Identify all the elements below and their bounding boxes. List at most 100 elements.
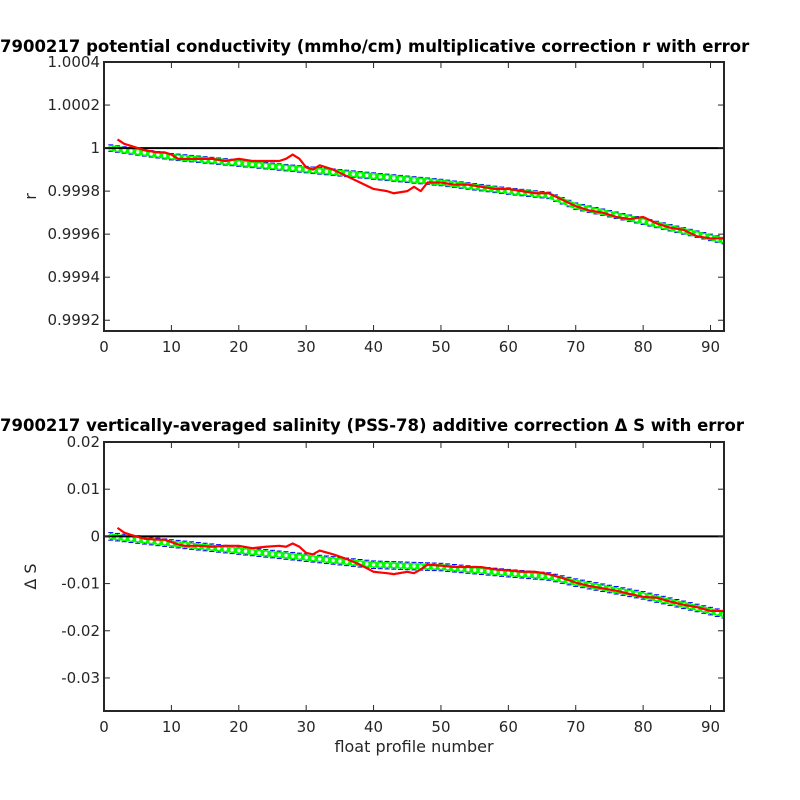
fit-marker bbox=[128, 148, 134, 154]
fit-marker bbox=[350, 171, 357, 177]
fit-marker bbox=[323, 557, 330, 563]
x-tick-label: 60 bbox=[499, 718, 518, 736]
fit-marker bbox=[242, 548, 249, 554]
fit-marker bbox=[289, 165, 296, 172]
fit-marker bbox=[404, 176, 410, 182]
fit-marker bbox=[222, 546, 229, 552]
fit-marker bbox=[256, 549, 262, 556]
chart-title: 7900217 vertically-averaged salinity (PS… bbox=[0, 416, 745, 435]
fit-marker bbox=[357, 172, 363, 178]
fit-marker bbox=[532, 572, 539, 579]
fit-marker bbox=[134, 149, 141, 155]
fit-marker bbox=[316, 556, 323, 562]
fit-marker bbox=[323, 168, 330, 175]
x-tick-label: 40 bbox=[364, 718, 383, 736]
fit-marker bbox=[236, 547, 242, 554]
fit-marker bbox=[370, 562, 377, 568]
fit-marker bbox=[377, 174, 384, 180]
x-axis-label: float profile number bbox=[334, 737, 494, 756]
fit-marker bbox=[263, 550, 269, 557]
y-tick-label: -0.02 bbox=[61, 622, 100, 640]
y-tick-label: 1.0004 bbox=[48, 53, 101, 71]
y-axis-label: Δ S bbox=[21, 563, 40, 589]
x-tick-label: 80 bbox=[634, 338, 653, 356]
fit-marker bbox=[377, 562, 384, 568]
plot-data bbox=[104, 138, 724, 245]
x-tick-label: 40 bbox=[364, 338, 383, 356]
axes-box bbox=[103, 61, 725, 332]
fit-marker bbox=[229, 547, 235, 553]
fit-marker bbox=[161, 153, 168, 159]
y-tick-label: 0.9994 bbox=[48, 268, 101, 286]
fit-marker bbox=[337, 558, 343, 564]
fit-marker bbox=[249, 161, 255, 168]
fit-marker bbox=[505, 570, 512, 576]
fit-marker bbox=[485, 568, 491, 575]
fit-marker bbox=[364, 561, 370, 567]
y-tick-label: -0.03 bbox=[61, 669, 100, 687]
fit-marker bbox=[296, 166, 303, 172]
fit-marker bbox=[525, 572, 532, 578]
fit-marker bbox=[397, 175, 404, 182]
profile-line bbox=[116, 138, 724, 240]
x-tick-label: 0 bbox=[99, 718, 109, 736]
y-tick-label: 0.01 bbox=[67, 480, 100, 498]
x-tick-label: 70 bbox=[566, 338, 585, 356]
fit-marker bbox=[242, 161, 249, 167]
fit-marker bbox=[296, 554, 303, 560]
fit-marker bbox=[539, 573, 545, 579]
y-tick-label: 1 bbox=[90, 139, 100, 157]
x-tick-label: 10 bbox=[162, 338, 181, 356]
fit-marker bbox=[283, 552, 289, 559]
x-tick-label: 90 bbox=[701, 338, 720, 356]
y-tick-label: 1.0002 bbox=[48, 96, 101, 114]
plot-area bbox=[104, 62, 724, 331]
x-tick-label: 10 bbox=[162, 718, 181, 736]
fit-marker bbox=[391, 175, 397, 181]
x-tick-label: 30 bbox=[297, 718, 316, 736]
x-tick-label: 30 bbox=[297, 338, 316, 356]
fit-marker bbox=[391, 562, 397, 569]
fit-marker bbox=[370, 173, 377, 179]
x-tick-label: 50 bbox=[431, 338, 450, 356]
fit-marker bbox=[256, 162, 262, 168]
fit-marker bbox=[384, 174, 390, 181]
axes-box bbox=[103, 441, 725, 712]
x-tick-label: 0 bbox=[99, 338, 109, 356]
y-tick-label: 0.02 bbox=[67, 433, 100, 451]
fit-marker bbox=[418, 177, 424, 184]
fit-marker bbox=[263, 163, 269, 169]
fit-marker bbox=[236, 160, 242, 166]
fit-marker bbox=[471, 567, 478, 573]
fit-marker bbox=[276, 164, 282, 170]
plot-area bbox=[104, 442, 724, 711]
fit-marker bbox=[330, 557, 336, 564]
x-tick-label: 60 bbox=[499, 338, 518, 356]
x-tick-label: 90 bbox=[701, 718, 720, 736]
y-tick-label: 0 bbox=[90, 527, 100, 545]
fit-marker bbox=[384, 562, 390, 568]
y-tick-label: -0.01 bbox=[61, 575, 100, 593]
conductivity-correction-panel: 0 10 20 30 40 50 60 70 80 90 0.9992 0.9994 0.9996 0.9… bbox=[0, 37, 750, 356]
fit-marker bbox=[303, 554, 309, 561]
x-tick-label: 20 bbox=[229, 338, 248, 356]
x-tick-label: 50 bbox=[431, 718, 450, 736]
salinity-correction-panel: 0 10 20 30 40 50 60 70 80 90 -0.03 -0.02 -0.01 0 0.01 0… bbox=[0, 416, 745, 756]
y-tick-label: 0.9996 bbox=[48, 225, 101, 243]
y-tick-label: 0.9998 bbox=[48, 182, 101, 200]
fit-marker bbox=[404, 563, 410, 569]
fit-marker bbox=[269, 551, 276, 557]
fit-marker bbox=[397, 562, 404, 569]
x-tick-label: 70 bbox=[566, 718, 585, 736]
fit-marker bbox=[249, 549, 255, 555]
x-tick-label: 80 bbox=[634, 718, 653, 736]
fit-marker bbox=[269, 163, 276, 170]
y-tick-label: 0.9992 bbox=[48, 311, 101, 329]
fit-marker bbox=[640, 218, 646, 224]
fit-marker bbox=[316, 168, 323, 174]
fit-marker bbox=[364, 172, 370, 179]
fit-marker bbox=[283, 164, 289, 171]
fit-marker bbox=[478, 568, 485, 574]
fit-marker bbox=[289, 553, 296, 559]
